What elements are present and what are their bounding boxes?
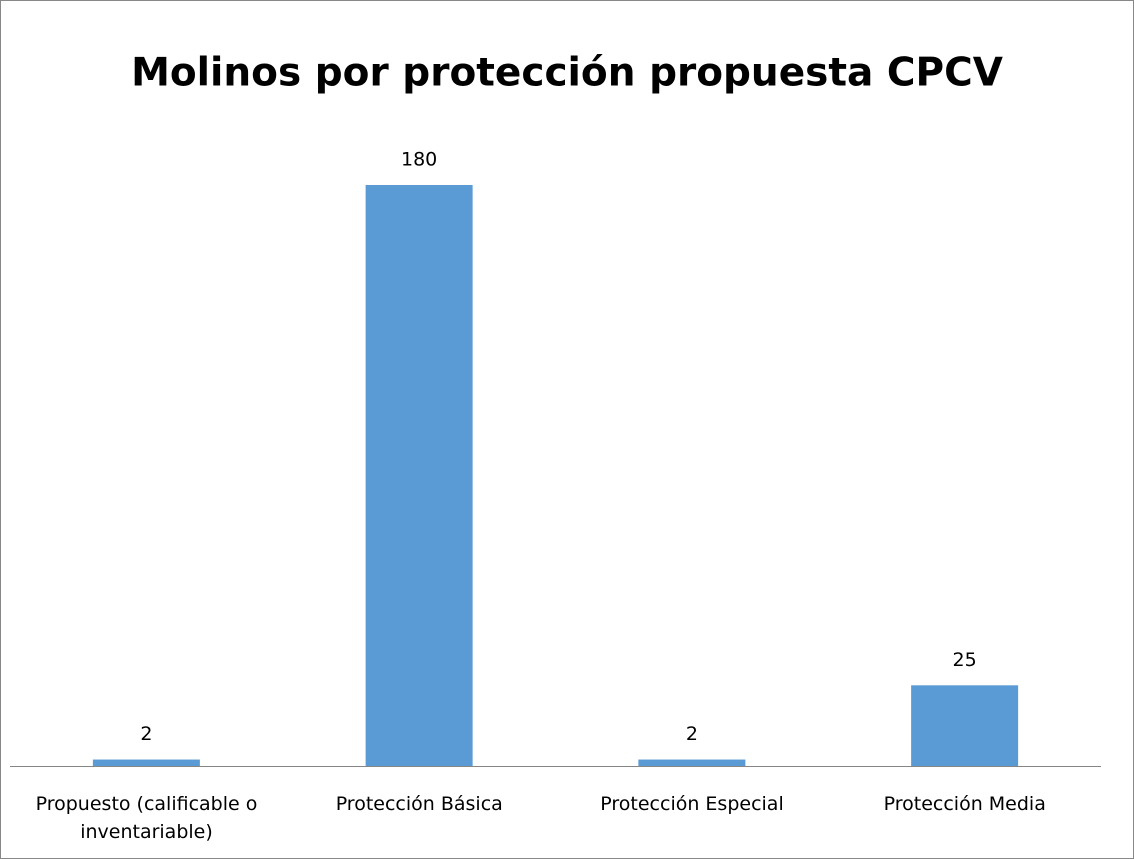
bar [638, 759, 746, 766]
bar [365, 185, 473, 766]
data-label: 180 [401, 149, 437, 171]
x-tick-label: Propuesto (calificable o inventariable) [35, 793, 258, 843]
data-label: 25 [953, 649, 977, 671]
data-label: 2 [140, 723, 152, 745]
bar [92, 759, 200, 766]
x-tick-label: Protección Básica [335, 793, 503, 815]
bar [911, 685, 1019, 766]
chart-title: Molinos por protección propuesta CPCV [131, 51, 1003, 96]
data-label: 2 [686, 723, 698, 745]
x-tick-label: Protección Media [883, 793, 1046, 815]
x-tick-label: Protección Especial [600, 793, 784, 815]
